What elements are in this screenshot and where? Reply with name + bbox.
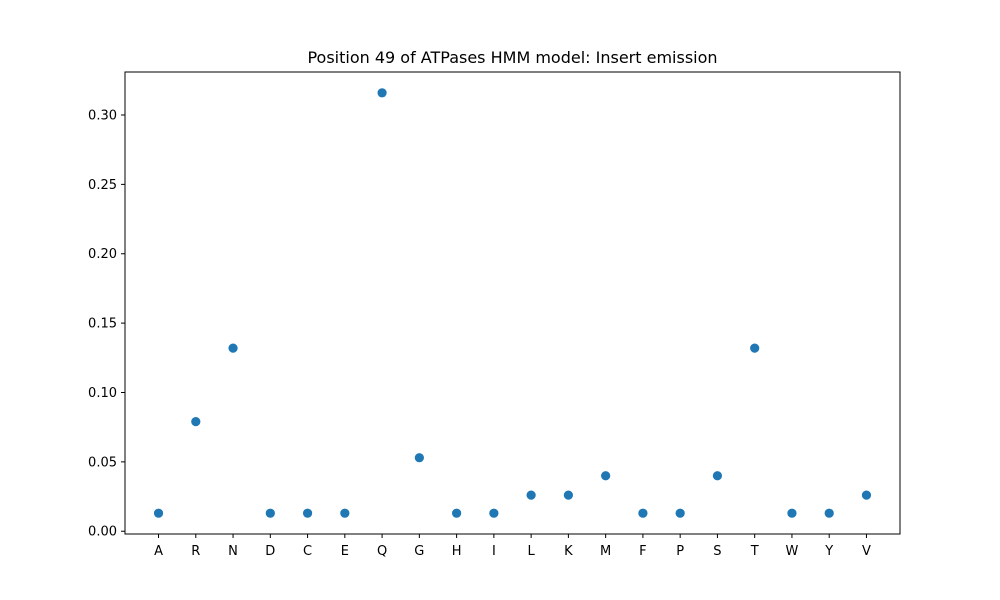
y-tick-label: 0.15 [88,317,117,332]
x-tick-label: S [713,544,721,559]
x-tick-label: W [786,544,799,559]
x-tick-label: E [341,544,349,559]
data-point-T [750,343,760,353]
data-point-Y [824,508,834,518]
x-tick-label: L [528,544,536,559]
x-tick-label: Y [824,544,833,559]
x-tick-label: R [191,544,200,559]
x-tick-label: C [303,544,312,559]
data-point-V [861,490,872,500]
x-tick-label: D [265,544,275,559]
chart-title: Position 49 of ATPases HMM model: Insert… [307,48,717,67]
data-point-C [302,508,313,518]
y-tick-label: 0.10 [88,386,117,401]
data-point-E [340,508,350,518]
data-point-F [638,508,648,518]
data-point-S [712,471,723,481]
data-point-Q [377,88,387,98]
data-point-R [191,417,201,427]
x-tick-label: F [639,544,646,559]
data-point-G [414,453,424,463]
y-tick-label: 0.25 [88,178,117,193]
y-tick-label: 0.20 [88,247,117,262]
x-tick-label: I [492,544,496,559]
data-point-W [787,508,797,518]
y-axis: 0.00 0.05 0.10 0.15 0.20 0.25 0.30 [88,109,125,540]
data-point-H [452,508,462,518]
data-point-A [153,508,164,518]
x-tick-label: H [452,544,462,559]
x-tick-label: V [862,544,871,559]
y-tick-label: 0.00 [88,525,117,540]
data-point-K [563,490,573,500]
data-point-P [675,508,685,518]
data-point-L [526,490,536,500]
data-points [153,88,872,518]
y-tick-label: 0.05 [88,455,117,470]
y-tick-label: 0.30 [88,109,117,124]
x-tick-label: P [676,544,684,559]
x-tick-label: A [154,544,163,559]
x-tick-label: G [414,544,424,559]
x-tick-label: K [564,544,573,559]
data-point-D [265,508,275,518]
data-point-M [601,471,611,481]
data-point-N [228,343,238,353]
x-tick-label: M [600,544,611,559]
x-tick-label: Q [377,544,387,559]
data-point-I [489,508,499,518]
x-tick-label: N [228,544,238,559]
x-tick-label: T [750,544,759,559]
plot-frame [124,71,901,535]
